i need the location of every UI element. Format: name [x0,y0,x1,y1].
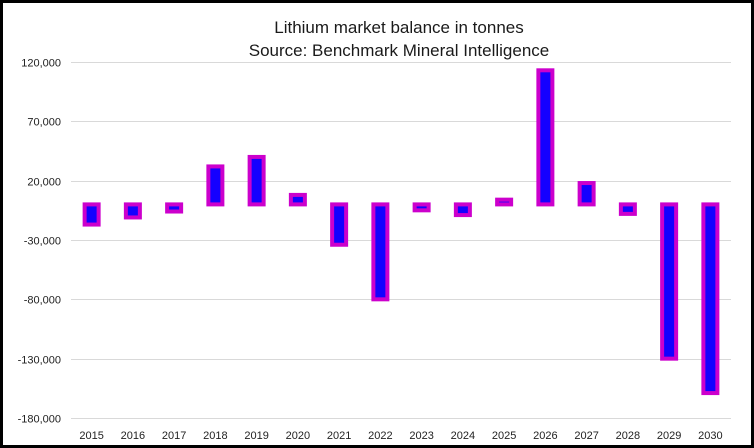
x-tick-label: 2027 [574,430,598,442]
bar-2021 [330,202,349,247]
x-tick-label: 2024 [451,430,475,442]
bar-2018 [206,164,225,207]
chart-subtitle: Source: Benchmark Mineral Intelligence [249,41,549,60]
bar-2030 [701,202,720,396]
bar-2029 [660,202,679,361]
y-tick-label: 70,000 [27,117,61,129]
x-tick-label: 2019 [244,430,268,442]
x-tick-label: 2016 [121,430,145,442]
bar-2022 [371,202,390,302]
y-tick-label: -80,000 [24,295,61,307]
bar-2025 [495,197,514,207]
x-tick-label: 2025 [492,430,516,442]
x-tick-label: 2021 [327,430,351,442]
y-tick-label: -180,000 [18,414,61,426]
bar-2015 [82,202,101,227]
bar-2019 [247,154,266,207]
x-tick-label: 2023 [409,430,433,442]
bar-2026 [536,68,555,207]
bar-2027 [577,181,596,207]
x-tick-label: 2030 [698,430,722,442]
x-axis-ticks: 2015 2016 2017 2018 2019 2020 2021 2022 2023 2024… [79,430,722,442]
y-tick-label: -130,000 [18,355,61,367]
x-tick-label: 2020 [286,430,310,442]
x-tick-label: 2015 [79,430,103,442]
y-tick-label: -30,000 [24,236,61,248]
y-axis-ticks: 120,000 70,000 20,000 -30,000 -80,000 -130,00… [18,58,61,426]
x-tick-label: 2026 [533,430,557,442]
x-tick-label: 2018 [203,430,227,442]
x-tick-label: 2022 [368,430,392,442]
bar-2028 [618,202,637,216]
y-tick-label: 120,000 [21,58,61,70]
chart-title: Lithium market balance in tonnes [274,18,523,37]
bar-chart: Lithium market balance in tonnes Source:… [18,18,731,442]
x-tick-label: 2029 [657,430,681,442]
x-tick-label: 2028 [616,430,640,442]
bars [82,68,720,396]
bar-2017 [165,202,184,214]
gridlines [71,62,731,419]
bar-2024 [453,202,472,218]
y-tick-label: 20,000 [27,177,61,189]
x-tick-label: 2017 [162,430,186,442]
bar-2016 [123,202,142,220]
bar-2020 [288,192,307,207]
bar-2023 [412,202,431,213]
